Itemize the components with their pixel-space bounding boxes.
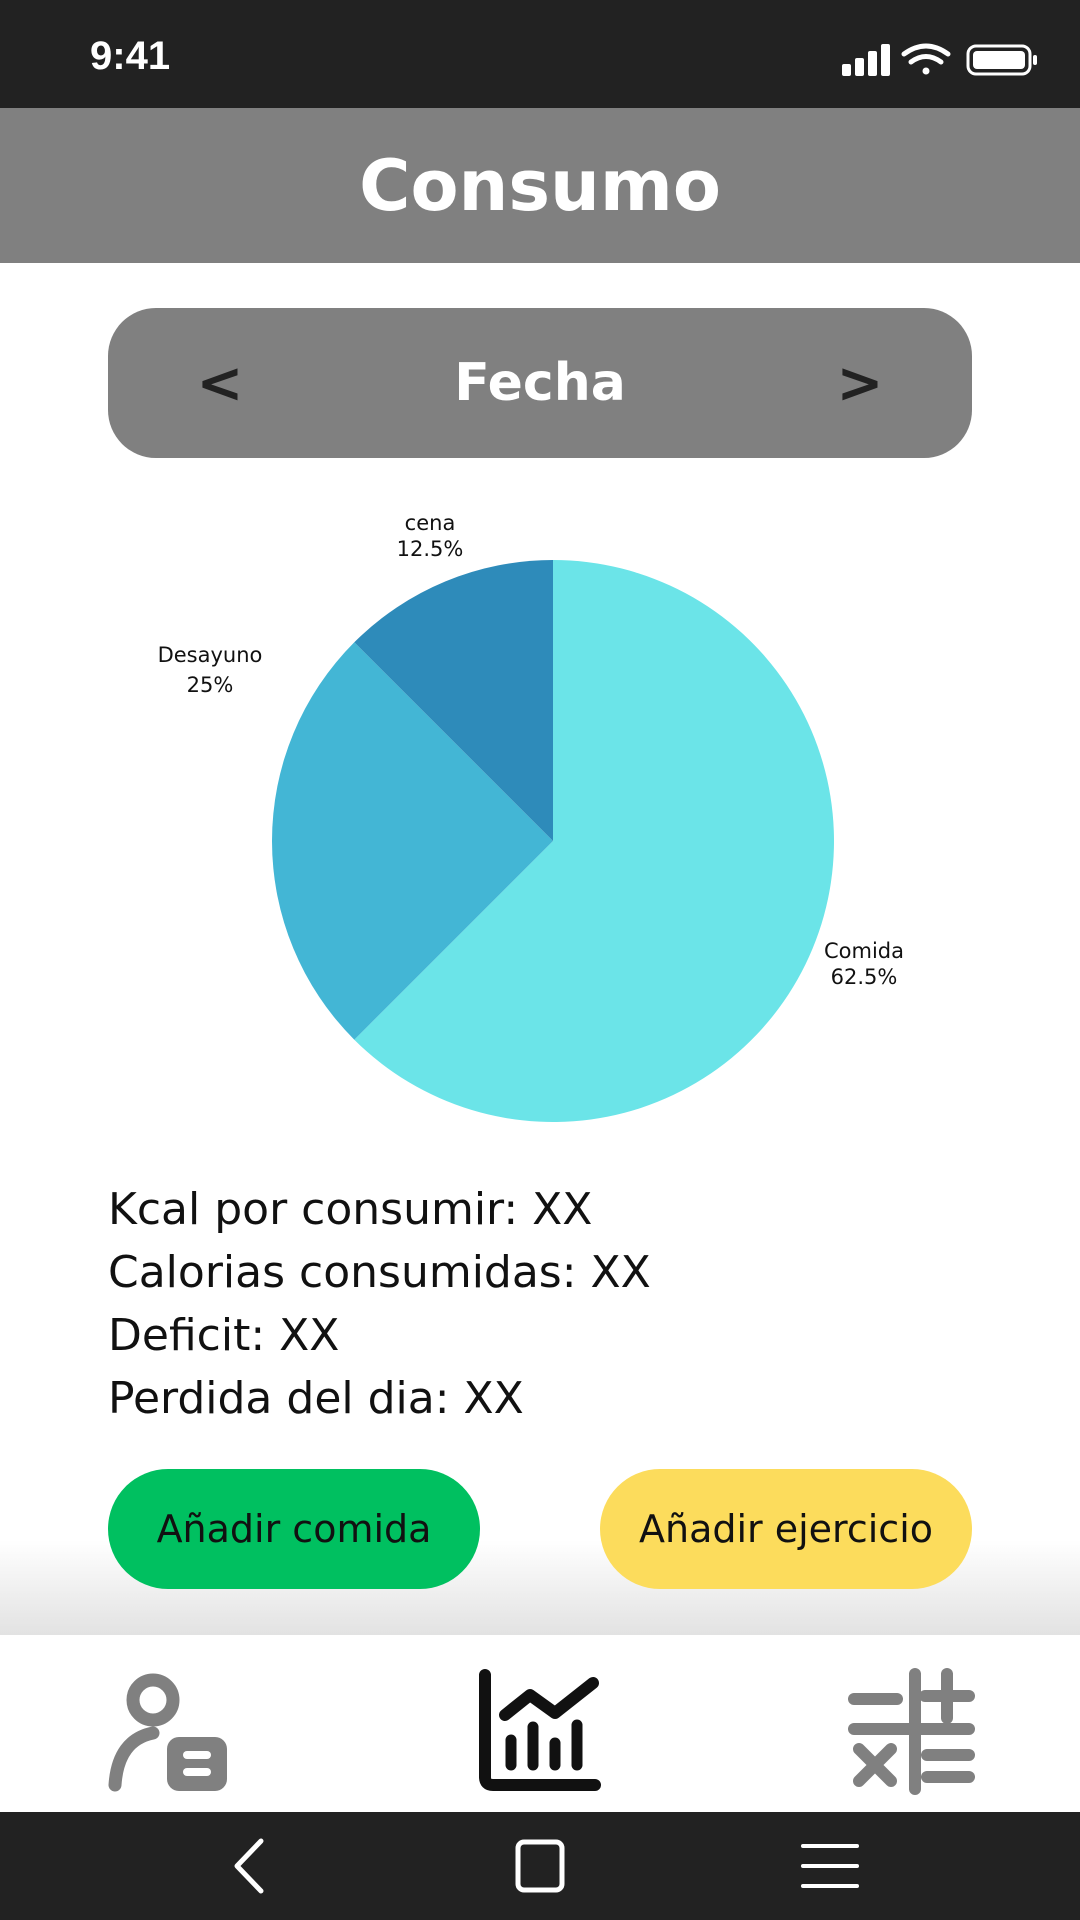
add-exercise-button[interactable]: Añadir ejercicio: [600, 1469, 972, 1589]
kcal-to-consume-text: Kcal por consumir: XX: [108, 1184, 593, 1235]
battery-icon: [966, 44, 1037, 76]
calories-consumed-text: Calorias consumidas: XX: [108, 1247, 651, 1298]
tab-calculator[interactable]: [845, 1665, 975, 1795]
status-bar: 9:41: [0, 0, 1080, 108]
date-selector: < Fecha >: [108, 308, 972, 458]
back-icon: [234, 1838, 264, 1894]
bottom-tab-bar: [0, 1635, 1080, 1812]
pie-slice-desayuno: [271, 642, 553, 1040]
signal-icon: [842, 44, 890, 76]
pie-slice-cena: [354, 560, 553, 841]
slice-label-desayuno: Desayuno: [158, 643, 263, 667]
profile-icon: [108, 1673, 227, 1792]
slice-percent-cena: 12.5%: [397, 537, 464, 561]
slice-percent-desayuno: 25%: [187, 673, 234, 697]
slice-label-comida: Comida: [824, 939, 904, 963]
system-home-button[interactable]: [505, 1836, 575, 1896]
next-date-button[interactable]: >: [836, 350, 884, 416]
meal-distribution-chart: Comida 62.5% Desayuno 25% cena 12.5%: [0, 500, 1080, 1150]
system-back-button[interactable]: [215, 1836, 285, 1896]
status-icons: [842, 43, 1037, 76]
calculator-icon: [848, 1668, 975, 1795]
chart-icon: [479, 1669, 601, 1791]
daily-loss-text: Perdida del dia: XX: [108, 1373, 524, 1424]
system-navigation-bar: [0, 1812, 1080, 1920]
add-food-button[interactable]: Añadir comida: [108, 1469, 480, 1589]
tab-statistics[interactable]: [475, 1665, 605, 1795]
title-bar: Consumo: [0, 108, 1080, 263]
slice-percent-comida: 62.5%: [831, 965, 898, 989]
home-icon: [515, 1839, 565, 1893]
status-time: 9:41: [90, 34, 171, 78]
menu-icon: [801, 1844, 859, 1888]
tab-profile[interactable]: [103, 1665, 233, 1795]
slice-label-cena: cena: [405, 511, 456, 535]
previous-date-button[interactable]: <: [196, 350, 244, 416]
deficit-text: Deficit: XX: [108, 1310, 340, 1361]
page-title: Consumo: [359, 144, 721, 227]
wifi-icon: [901, 43, 951, 75]
system-menu-button[interactable]: [795, 1836, 865, 1896]
pie-slice-comida: [354, 560, 834, 1122]
calorie-stats: Kcal por consumir: XX Calorias consumida…: [108, 1178, 1008, 1430]
